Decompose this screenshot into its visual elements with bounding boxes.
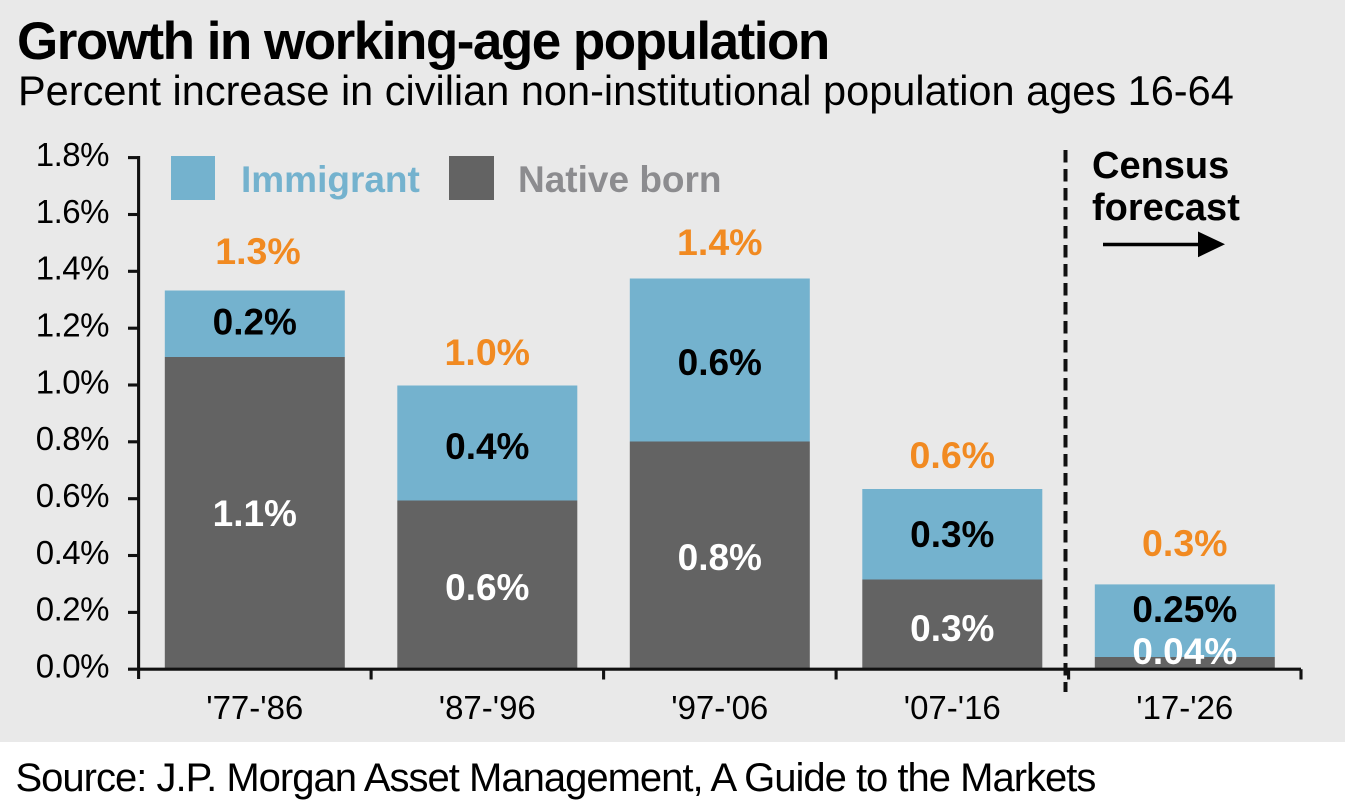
svg-text:0.4%: 0.4% (36, 534, 109, 571)
svg-text:1.8%: 1.8% (36, 136, 109, 173)
svg-text:Source: J.P. Morgan Asset Mana: Source: J.P. Morgan Asset Management, A … (16, 756, 1096, 800)
svg-text:0.3%: 0.3% (910, 608, 994, 649)
svg-text:0.6%: 0.6% (910, 434, 995, 476)
svg-text:0.6%: 0.6% (36, 477, 109, 514)
svg-text:'87-'96: '87-'96 (439, 689, 536, 726)
svg-text:Growth in working-age populati: Growth in working-age population (17, 12, 829, 71)
svg-text:0.3%: 0.3% (1142, 522, 1227, 564)
svg-text:1.0%: 1.0% (36, 363, 109, 400)
svg-text:0.0%: 0.0% (36, 648, 109, 685)
svg-text:'07-'16: '07-'16 (904, 689, 1001, 726)
svg-text:'97-'06: '97-'06 (671, 689, 768, 726)
svg-text:0.25%: 0.25% (1132, 589, 1237, 630)
svg-text:Census: Census (1092, 145, 1229, 187)
svg-text:1.2%: 1.2% (36, 307, 109, 344)
svg-text:Immigrant: Immigrant (241, 159, 420, 200)
svg-text:Native born: Native born (518, 159, 722, 200)
svg-text:1.0%: 1.0% (445, 331, 530, 373)
svg-text:0.6%: 0.6% (445, 567, 529, 608)
svg-text:0.4%: 0.4% (445, 426, 529, 467)
svg-text:0.3%: 0.3% (910, 514, 994, 555)
svg-text:0.6%: 0.6% (678, 342, 762, 383)
svg-text:1.1%: 1.1% (213, 493, 297, 534)
svg-text:0.2%: 0.2% (36, 591, 109, 628)
svg-text:0.04%: 0.04% (1132, 631, 1237, 672)
svg-text:0.2%: 0.2% (213, 302, 297, 343)
svg-text:1.4%: 1.4% (36, 250, 109, 287)
svg-text:'17-'26: '17-'26 (1136, 689, 1233, 726)
svg-text:0.8%: 0.8% (36, 420, 109, 457)
svg-text:forecast: forecast (1092, 187, 1240, 229)
svg-text:1.3%: 1.3% (215, 230, 300, 272)
svg-text:0.8%: 0.8% (678, 537, 762, 578)
svg-text:'77-'86: '77-'86 (206, 689, 303, 726)
svg-text:1.4%: 1.4% (677, 221, 762, 263)
svg-text:1.6%: 1.6% (36, 193, 109, 230)
svg-text:Percent increase in civilian n: Percent increase in civilian non-institu… (18, 67, 1234, 114)
